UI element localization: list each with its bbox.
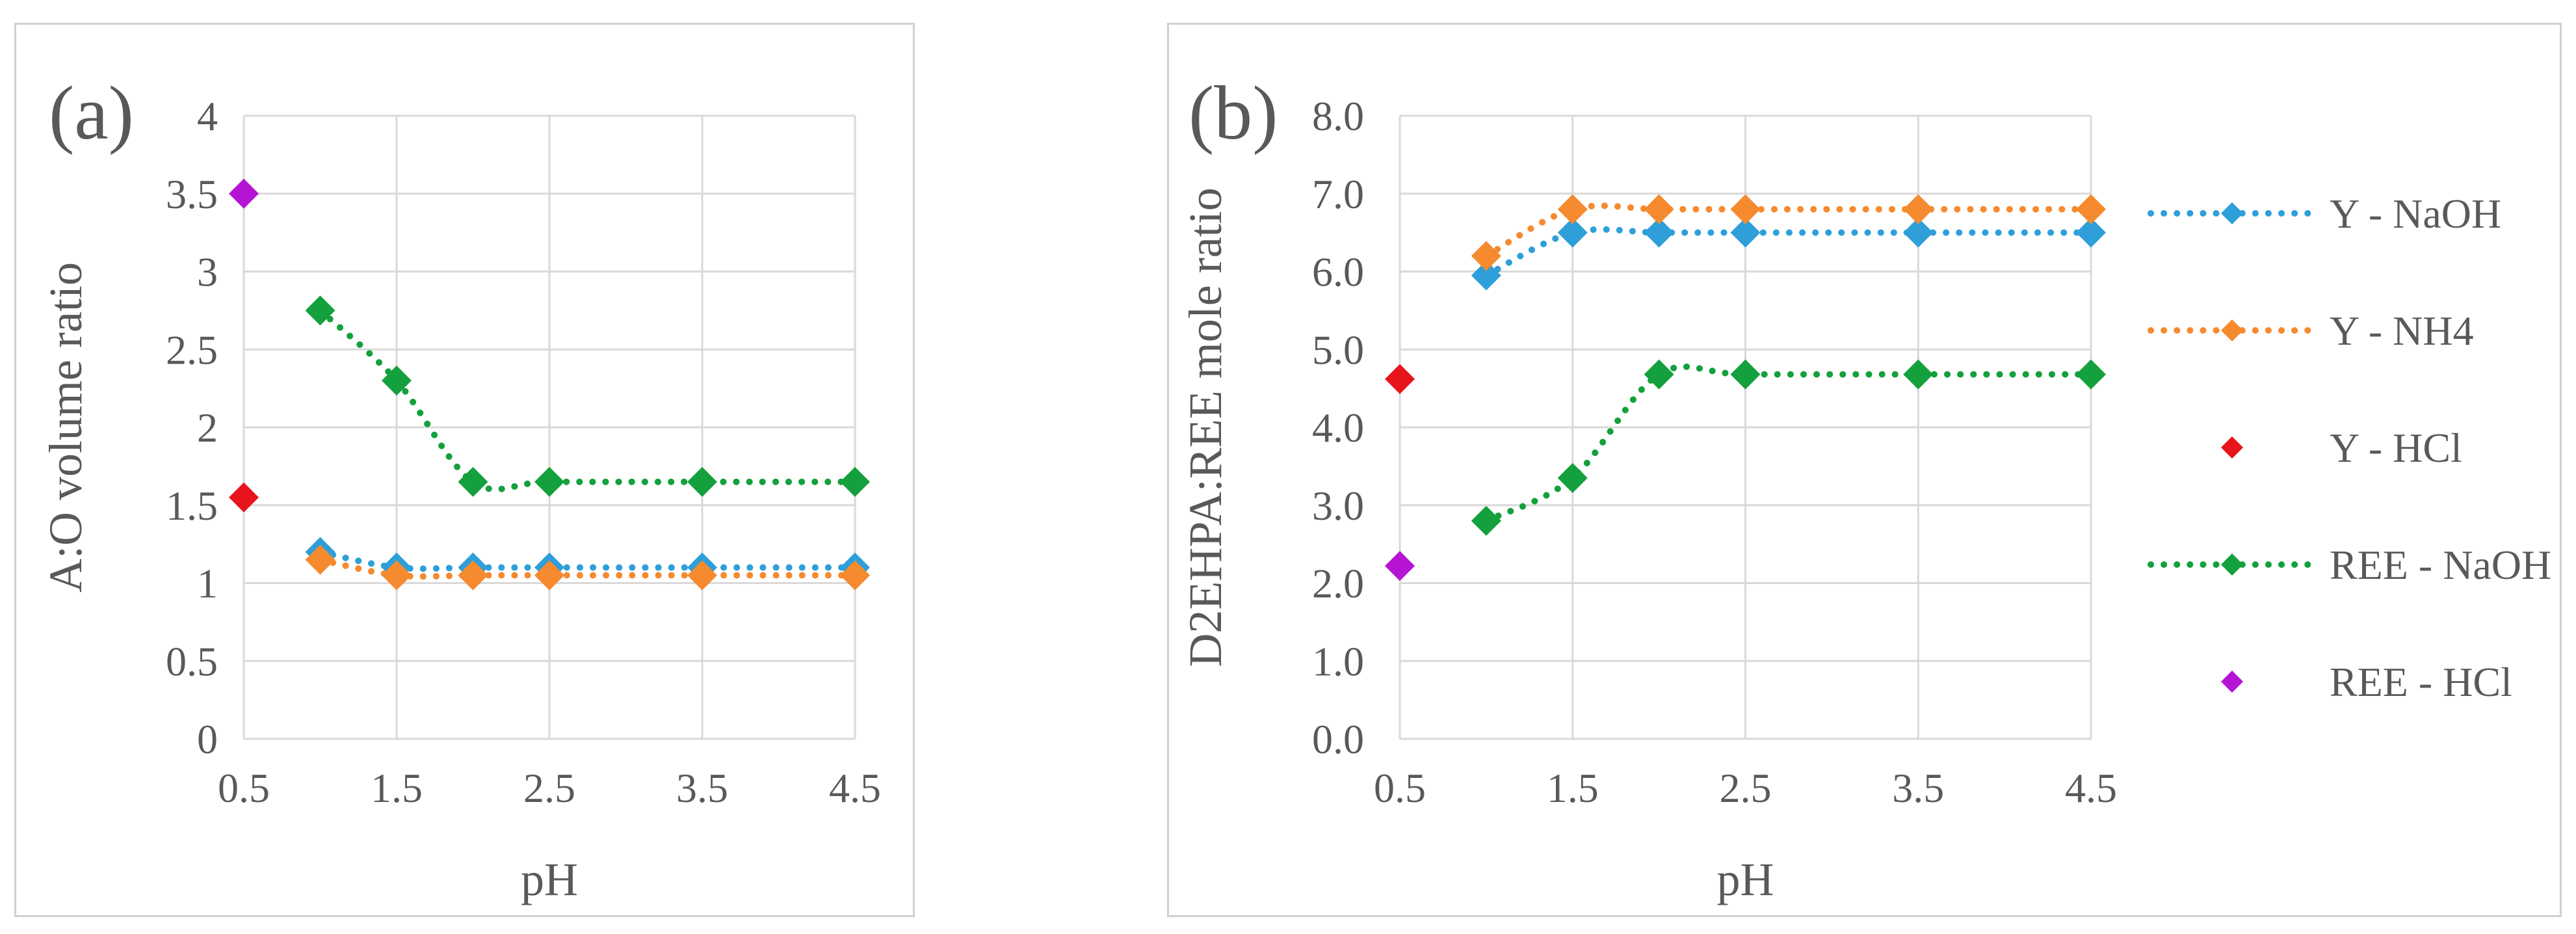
data-point-ree-naoh <box>1471 505 1501 536</box>
data-point-y-nh4 <box>687 560 717 591</box>
data-point-y-nh4 <box>1903 194 1934 224</box>
legend-label-ree-hcl: REE - HCl <box>2330 659 2512 705</box>
y-tick-label: 4 <box>197 93 218 139</box>
panel-label: (b) <box>1189 70 1278 155</box>
legend-marker-y-hcl <box>2221 436 2243 459</box>
data-point-y-naoh <box>1730 217 1761 248</box>
y-tick-label: 5.0 <box>1312 327 1364 373</box>
data-point-ree-hcl <box>229 178 259 209</box>
x-tick-label: 1.5 <box>1547 765 1599 811</box>
data-point-y-nh4 <box>2076 194 2106 224</box>
data-point-y-nh4 <box>1730 194 1761 224</box>
data-point-ree-naoh <box>687 466 717 497</box>
data-point-y-naoh <box>1557 217 1588 248</box>
legend-label-y-nh4: Y - NH4 <box>2330 308 2474 354</box>
data-point-y-nh4 <box>458 560 488 591</box>
data-point-y-nh4 <box>1557 194 1588 224</box>
chart-panel-a: 0 0.5 1 1.5 2 2.5 3 3.5 4 0.5 1.5 2.5 3.5 4.5 (a) pH A:O… <box>14 23 915 917</box>
data-point-ree-naoh <box>1644 359 1674 390</box>
x-tick-label: 0.5 <box>1374 765 1426 811</box>
data-point-y-naoh <box>1644 217 1674 248</box>
data-point-y-nh4 <box>840 560 870 591</box>
x-axis-title: pH <box>1717 853 1774 905</box>
data-point-ree-naoh <box>2076 359 2106 390</box>
data-point-y-naoh <box>2076 217 2106 248</box>
series-line-ree-naoh <box>1482 363 2094 524</box>
legend-label-y-hcl: Y - HCl <box>2330 425 2462 471</box>
x-axis-title: pH <box>521 853 578 905</box>
legend-marker-ree-hcl <box>2221 671 2243 693</box>
y-tick-label: 2.5 <box>166 327 218 373</box>
data-point-y-nh4 <box>382 560 412 591</box>
y-tick-label: 2.0 <box>1312 561 1364 607</box>
legend-label-ree-naoh: REE - NaOH <box>2330 542 2551 588</box>
data-point-y-nh4 <box>1471 241 1501 271</box>
chart-b-svg: 0.0 1.0 2.0 3.0 4.0 5.0 6.0 7.0 8.0 0.5 1.5 2.5 3.5 4… <box>1179 70 2551 905</box>
data-point-y-nh4 <box>534 560 564 591</box>
chart-panel-b: 0.0 1.0 2.0 3.0 4.0 5.0 6.0 7.0 8.0 0.5 1.5 2.5 3.5 4… <box>1167 23 2562 917</box>
y-tick-label: 0 <box>197 716 218 762</box>
y-tick-label: 1.0 <box>1312 638 1364 684</box>
data-point-ree-naoh <box>1903 359 1934 390</box>
y-tick-label: 8.0 <box>1312 93 1364 139</box>
y-tick-label: 1 <box>197 561 218 607</box>
data-point-y-naoh <box>1471 260 1501 291</box>
data-point-ree-naoh <box>840 466 870 497</box>
x-tick-label: 0.5 <box>218 765 270 811</box>
y-tick-label: 1.5 <box>166 483 218 529</box>
data-point-ree-naoh <box>458 466 488 497</box>
data-point-y-hcl <box>1385 364 1415 394</box>
legend-label-y-naoh: Y - NaOH <box>2330 191 2501 237</box>
legend-marker-y-naoh <box>2221 202 2243 224</box>
y-tick-label: 4.0 <box>1312 405 1364 451</box>
x-tick-label: 4.5 <box>2065 765 2117 811</box>
x-tick-label: 1.5 <box>371 765 423 811</box>
data-point-ree-hcl <box>1385 551 1415 581</box>
chart-a-svg: 00.511.522.533.540.5 1.5 2.5 3.5 4.5(a)pHA:O… <box>40 70 881 905</box>
y-tick-label: 7.0 <box>1312 171 1364 217</box>
y-tick-label: 3.0 <box>1312 483 1364 529</box>
data-point-ree-naoh <box>1730 359 1761 390</box>
data-point-y-hcl <box>229 482 259 513</box>
y-tick-label: 0.5 <box>166 638 218 684</box>
y-axis-title: D2EHPA:REE mole ratio <box>1179 187 1231 667</box>
y-axis-title: A:O volume ratio <box>40 262 92 593</box>
data-point-ree-naoh <box>1557 462 1588 493</box>
data-point-y-nh4 <box>1644 194 1674 224</box>
x-tick-label: 2.5 <box>1720 765 1772 811</box>
legend-marker-y-nh4 <box>2221 319 2243 341</box>
x-tick-label: 4.5 <box>829 765 881 811</box>
data-point-y-naoh <box>1903 217 1934 248</box>
y-tick-label: 0.0 <box>1312 716 1364 762</box>
series-line-y-nh4 <box>1482 202 2094 260</box>
x-tick-label: 2.5 <box>523 765 575 811</box>
y-tick-label: 6.0 <box>1312 249 1364 295</box>
data-point-ree-naoh <box>305 295 335 326</box>
x-tick-label: 3.5 <box>676 765 728 811</box>
series-line-ree-naoh <box>317 307 858 493</box>
y-tick-label: 3.5 <box>166 171 218 217</box>
panel-label: (a) <box>49 70 134 155</box>
data-point-y-nh4 <box>305 544 335 575</box>
data-point-ree-naoh <box>534 466 564 497</box>
y-tick-label: 3 <box>197 249 218 295</box>
x-tick-label: 3.5 <box>1892 765 1944 811</box>
y-tick-label: 2 <box>197 405 218 451</box>
legend-marker-ree-naoh <box>2221 554 2243 576</box>
data-point-ree-naoh <box>382 366 412 396</box>
